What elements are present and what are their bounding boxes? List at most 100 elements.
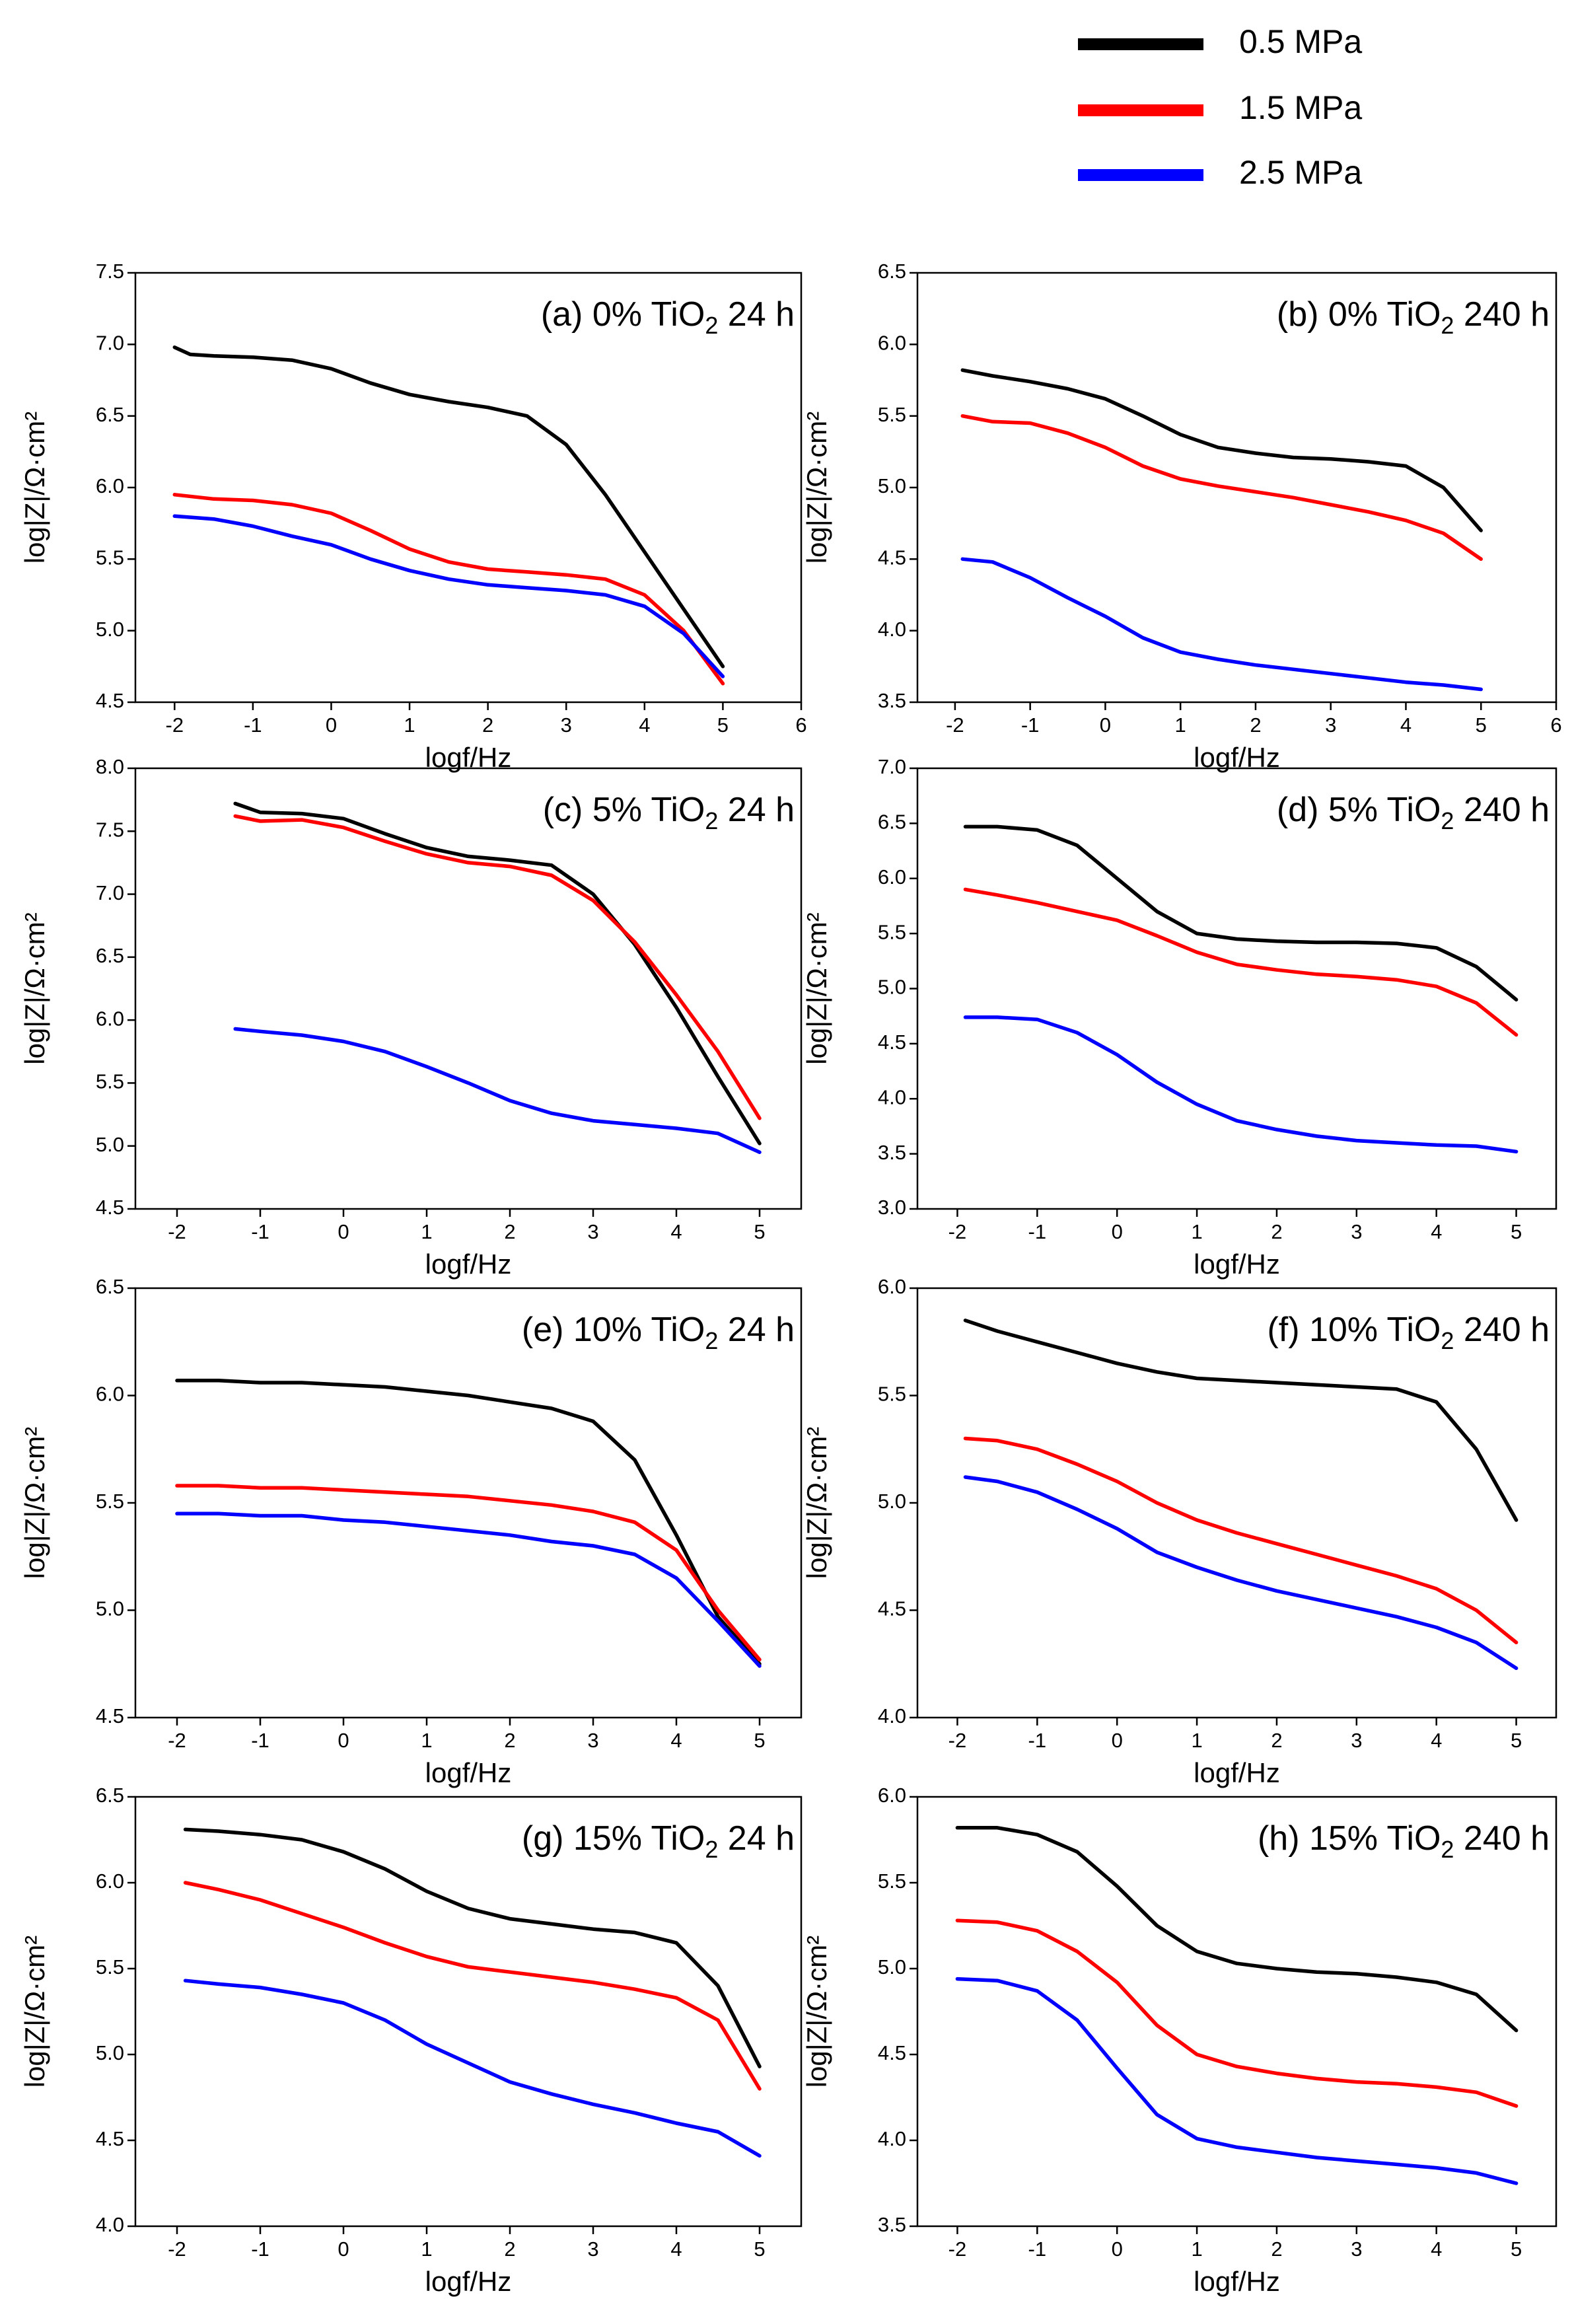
- y-tick-label-g-0: 4.0: [96, 2213, 124, 2236]
- y-tick-label-a-0: 4.5: [96, 689, 124, 712]
- x-tick-label-c-1: -1: [251, 1220, 269, 1243]
- x-tick-label-g-6: 4: [670, 2237, 682, 2261]
- x-tick-label-d-1: -1: [1028, 1220, 1047, 1243]
- x-tick-label-e-7: 5: [754, 1729, 765, 1752]
- x-tick-label-h-4: 2: [1271, 2237, 1282, 2261]
- legend-label-0: 0.5 MPa: [1239, 23, 1362, 60]
- x-tick-label-e-3: 1: [421, 1729, 432, 1752]
- panel-title-b: (b) 0% TiO2 240 h: [1277, 295, 1550, 339]
- panels: -2 -1 0 1 2 3 4 5 6 4.5 5.0 5.5 6.0 6.5 7.0 7.5 logf/Hz l…: [19, 260, 1562, 2297]
- y-tick-label-b-3: 5.0: [878, 474, 906, 497]
- x-tick-label-h-0: -2: [948, 2237, 967, 2261]
- x-tick-label-f-1: -1: [1028, 1729, 1047, 1752]
- y-tick-label-f-1: 4.5: [878, 1597, 906, 1620]
- x-tick-label-b-8: 6: [1550, 713, 1561, 737]
- y-tick-label-d-0: 3.0: [878, 1196, 906, 1219]
- x-tick-label-d-0: -2: [948, 1220, 967, 1243]
- x-tick-label-h-2: 0: [1112, 2237, 1123, 2261]
- x-tick-label-a-0: -2: [166, 713, 184, 737]
- y-axis-label-g: log|Z|/Ω·cm²: [19, 1936, 50, 2088]
- y-tick-label-c-1: 5.0: [96, 1133, 124, 1156]
- x-tick-label-h-6: 4: [1431, 2237, 1442, 2261]
- panel-e: -2 -1 0 1 2 3 4 5 4.5 5.0 5.5 6.0 6.5 logf/Hz log|Z|/Ω…: [19, 1275, 803, 1788]
- panel-d: -2 -1 0 1 2 3 4 5 3.0 3.5 4.0 4.5 5.0 5.5 6.0 6.5 7.0 log…: [801, 755, 1557, 1280]
- x-tick-label-c-2: 0: [338, 1220, 349, 1243]
- x-axis-label-f: logf/Hz: [1194, 1757, 1280, 1788]
- panel-title-sub-d: 2: [1441, 807, 1454, 834]
- plot-frame-h: [916, 1796, 1557, 2228]
- series-line-h-0: [955, 1826, 1519, 2033]
- y-tick-label-d-1: 3.5: [878, 1141, 906, 1164]
- x-tick-label-e-1: -1: [251, 1729, 269, 1752]
- x-tick-label-b-5: 3: [1325, 713, 1336, 737]
- y-tick-label-d-8: 7.0: [878, 755, 906, 778]
- series-line-d-2: [963, 1015, 1519, 1154]
- x-tick-label-b-4: 2: [1250, 713, 1261, 737]
- y-tick-label-e-2: 5.5: [96, 1490, 124, 1513]
- x-tick-label-g-4: 2: [504, 2237, 515, 2261]
- x-tick-label-g-5: 3: [587, 2237, 598, 2261]
- x-tick-label-d-6: 4: [1431, 1220, 1442, 1243]
- x-tick-label-b-1: -1: [1021, 713, 1040, 737]
- x-tick-label-d-7: 5: [1511, 1220, 1522, 1243]
- panel-title-post-g: 24 h: [718, 1819, 795, 1858]
- y-tick-label-e-0: 4.5: [96, 1704, 124, 1727]
- x-tick-label-e-4: 2: [504, 1729, 515, 1752]
- x-tick-label-g-2: 0: [338, 2237, 349, 2261]
- x-tick-label-h-5: 3: [1351, 2237, 1362, 2261]
- y-tick-label-h-2: 4.5: [878, 2041, 906, 2064]
- series-line-g-1: [183, 1881, 762, 2091]
- y-tick-label-d-6: 6.0: [878, 865, 906, 889]
- y-axis-label-c: log|Z|/Ω·cm²: [19, 912, 50, 1065]
- x-tick-label-f-3: 1: [1191, 1729, 1202, 1752]
- series-line-e-1: [175, 1484, 762, 1662]
- panel-c: -2 -1 0 1 2 3 4 5 4.5 5.0 5.5 6.0 6.5 7.0 7.5 8.0 logf/H…: [19, 755, 803, 1280]
- panel-title-sub-f: 2: [1441, 1327, 1454, 1354]
- series-line-c-2: [233, 1027, 762, 1154]
- y-tick-label-e-4: 6.5: [96, 1275, 124, 1298]
- x-tick-label-h-3: 1: [1191, 2237, 1202, 2261]
- panel-b: -2 -1 0 1 2 3 4 5 63.54.04.55.05.56.06.5logf/Hzl…: [801, 260, 1562, 773]
- y-tick-label-b-4: 5.5: [878, 403, 906, 426]
- x-tick-label-a-4: 2: [482, 713, 493, 737]
- legend-label-2: 2.5 MPa: [1239, 154, 1362, 191]
- panel-title-a: (a) 0% TiO2 24 h: [541, 295, 795, 339]
- panel-title-c: (c) 5% TiO2 24 h: [543, 791, 795, 834]
- x-axis-label-h: logf/Hz: [1194, 2266, 1280, 2297]
- y-tick-label-d-2: 4.0: [878, 1085, 906, 1108]
- x-tick-label-f-4: 2: [1271, 1729, 1282, 1752]
- x-tick-label-f-2: 0: [1112, 1729, 1123, 1752]
- plot-frame-e: [134, 1287, 803, 1719]
- panel-title-pre-h: (h) 15% TiO: [1258, 1819, 1441, 1858]
- x-tick-label-e-6: 4: [670, 1729, 682, 1752]
- series-line-e-2: [175, 1511, 762, 1668]
- plot-frame-d: [916, 767, 1557, 1210]
- y-tick-label-g-4: 6.0: [96, 1870, 124, 1893]
- series-line-h-1: [955, 1918, 1519, 2108]
- y-tick-label-a-1: 5.0: [96, 618, 124, 641]
- panel-title-pre-c: (c) 5% TiO: [543, 791, 705, 829]
- y-tick-label-g-2: 5.0: [96, 2041, 124, 2064]
- x-tick-label-f-6: 4: [1431, 1729, 1442, 1752]
- x-tick-label-d-5: 3: [1351, 1220, 1362, 1243]
- y-tick-label-b-1: 4.0: [878, 618, 906, 641]
- y-tick-label-h-3: 5.0: [878, 1955, 906, 1979]
- x-tick-label-h-1: -1: [1028, 2237, 1047, 2261]
- y-tick-label-c-6: 7.5: [96, 818, 124, 841]
- panel-title-pre-g: (g) 15% TiO: [522, 1819, 705, 1858]
- y-axis-label-e: log|Z|/Ω·cm²: [19, 1427, 50, 1580]
- y-tick-label-g-5: 6.5: [96, 1784, 124, 1807]
- y-axis-label-h: log|Z|/Ω·cm²: [801, 1936, 832, 2088]
- x-tick-label-f-5: 3: [1351, 1729, 1362, 1752]
- y-tick-label-b-0: 3.5: [878, 689, 906, 712]
- x-tick-label-d-3: 1: [1191, 1220, 1202, 1243]
- series-line-a-0: [172, 345, 725, 669]
- y-tick-label-a-4: 6.5: [96, 403, 124, 426]
- panel-title-post-c: 24 h: [718, 791, 795, 829]
- y-tick-label-e-1: 5.0: [96, 1597, 124, 1620]
- y-tick-label-a-6: 7.5: [96, 260, 124, 283]
- x-tick-label-a-6: 4: [639, 713, 650, 737]
- x-tick-label-c-3: 1: [421, 1220, 432, 1243]
- x-tick-label-a-7: 5: [717, 713, 729, 737]
- y-tick-label-g-3: 5.5: [96, 1955, 124, 1979]
